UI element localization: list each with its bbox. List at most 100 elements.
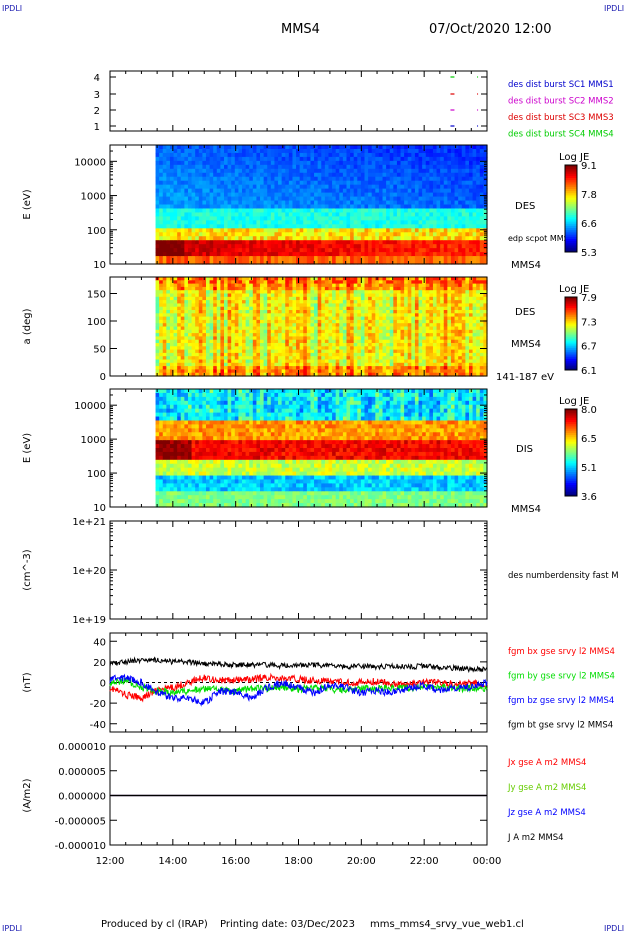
heatmap-cell — [400, 208, 405, 214]
heatmap-cell — [173, 296, 178, 301]
heatmap-cell — [411, 188, 416, 194]
heatmap-cell — [378, 236, 384, 241]
heatmap-cell — [393, 240, 398, 245]
heatmap-cell — [382, 204, 387, 210]
heatmap-cell — [281, 310, 286, 314]
heatmap-cell — [339, 204, 344, 210]
heatmap-cell — [303, 168, 308, 174]
heatmap-cell — [468, 168, 474, 174]
heatmap-cell — [342, 336, 348, 341]
heatmap-cell — [169, 172, 175, 178]
heatmap-cell — [224, 333, 229, 337]
heatmap-cell — [450, 196, 456, 202]
heatmap-cell — [479, 248, 484, 253]
heatmap-cell — [303, 204, 308, 210]
heatmap-cell — [245, 290, 250, 295]
heatmap-cell — [447, 220, 452, 225]
heatmap-cell — [159, 319, 164, 324]
heatmap-cell — [278, 236, 283, 241]
heatmap-cell — [220, 252, 225, 257]
heatmap-cell — [389, 220, 394, 225]
heatmap-cell — [238, 366, 243, 370]
heatmap-cell — [360, 346, 366, 351]
heatmap-cell — [299, 286, 304, 291]
heatmap-cell — [389, 336, 394, 341]
heatmap-cell — [162, 352, 167, 357]
heatmap-cell — [260, 303, 265, 308]
heatmap-cell — [306, 240, 312, 245]
heatmap-cell — [432, 248, 438, 253]
heatmap-cell — [249, 333, 254, 337]
heatmap-cell — [231, 196, 236, 202]
heatmap-cell — [371, 252, 376, 257]
heatmap-cell — [314, 196, 319, 202]
heatmap-cell — [317, 252, 322, 257]
heatmap-cell — [166, 277, 171, 281]
heatmap-cell — [342, 188, 348, 194]
heatmap-cell — [357, 286, 362, 291]
heatmap-cell — [180, 204, 185, 210]
heatmap-cell — [303, 236, 308, 241]
heatmap-cell — [396, 176, 402, 182]
heatmap-cell — [205, 310, 211, 314]
heatmap-cell — [209, 283, 214, 288]
heatmap-cell — [177, 359, 182, 364]
heatmap-cell — [274, 184, 279, 190]
heatmap-cell — [425, 260, 430, 265]
heatmap-cell — [400, 152, 405, 158]
heatmap-cell — [198, 329, 203, 334]
heatmap-cell — [382, 244, 387, 249]
heatmap-cell — [357, 180, 362, 186]
heatmap-cell — [245, 160, 250, 166]
heatmap-cell — [306, 323, 312, 328]
heatmap-cell — [332, 216, 337, 221]
heatmap-cell — [350, 326, 355, 331]
heatmap-cell — [184, 204, 189, 210]
heatmap-cell — [368, 329, 373, 334]
colorbar-cell — [565, 201, 577, 205]
heatmap-cell — [335, 323, 340, 328]
heatmap-cell — [360, 232, 366, 237]
heatmap-cell — [350, 148, 355, 154]
heatmap-cell — [191, 303, 196, 308]
heatmap-cell — [328, 196, 333, 202]
heatmap-cell — [303, 326, 308, 331]
heatmap-cell — [386, 188, 391, 194]
heatmap-cell — [278, 319, 283, 324]
heatmap-cell — [440, 212, 445, 217]
heatmap-cell — [368, 192, 373, 198]
heatmap-cell — [198, 196, 203, 202]
heatmap-cell — [162, 346, 167, 351]
heatmap-cell — [267, 196, 272, 202]
heatmap-cell — [231, 216, 236, 221]
heatmap-cell — [198, 172, 203, 178]
heatmap-cell — [191, 200, 196, 206]
heatmap-cell — [357, 329, 362, 334]
heatmap-cell — [274, 333, 279, 337]
heatmap-cell — [342, 277, 348, 281]
heatmap-cell — [375, 244, 380, 249]
heatmap-cell — [414, 148, 420, 154]
heatmap-cell — [371, 306, 376, 311]
heatmap-cell — [429, 236, 434, 241]
heatmap-cell — [429, 168, 434, 174]
heatmap-cell — [321, 145, 326, 150]
heatmap-cell — [389, 300, 394, 304]
heatmap-cell — [166, 236, 171, 241]
colorbar-cell — [565, 230, 577, 233]
heatmap-cell — [378, 180, 384, 186]
heatmap-cell — [378, 216, 384, 221]
heatmap-cell — [310, 303, 315, 308]
heatmap-cell — [339, 180, 344, 186]
heatmap-cell — [245, 200, 250, 206]
heatmap-cell — [195, 362, 200, 367]
heatmap-cell — [353, 283, 358, 288]
heatmap-cell — [461, 152, 466, 158]
heatmap-cell — [382, 216, 387, 221]
heatmap-cell — [393, 168, 398, 174]
heatmap-cell — [195, 236, 200, 241]
heatmap-cell — [177, 369, 182, 374]
heatmap-cell — [180, 176, 185, 182]
heatmap-cell — [281, 224, 286, 229]
heatmap-cell — [166, 248, 171, 253]
